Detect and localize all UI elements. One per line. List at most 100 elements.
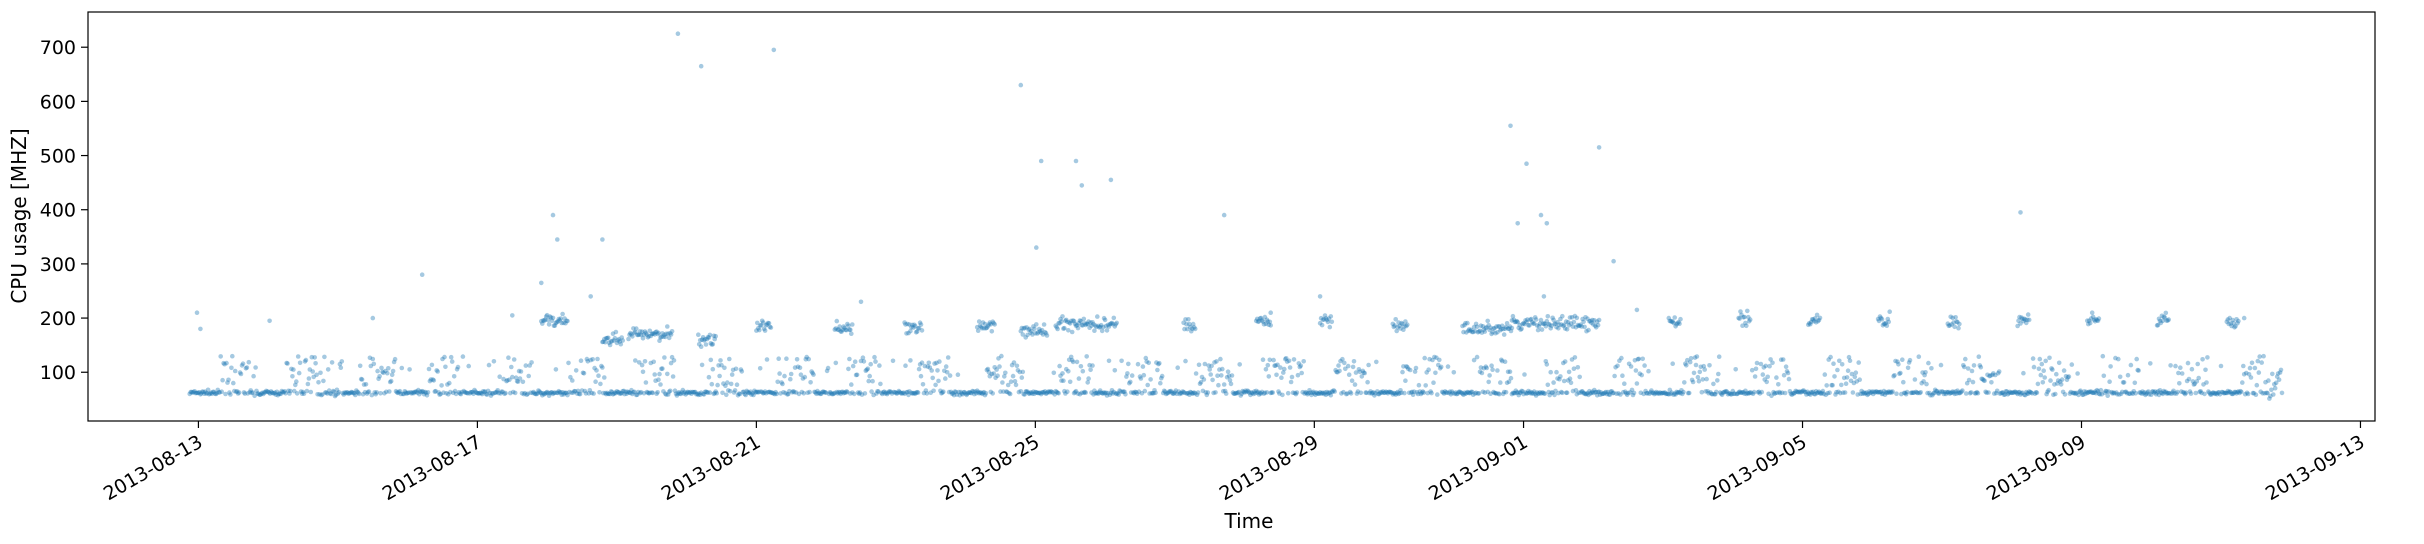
data-point	[1087, 362, 1092, 368]
data-point	[1595, 389, 1601, 395]
data-point	[1021, 391, 1026, 397]
data-point	[1348, 391, 1354, 396]
data-point	[945, 355, 951, 360]
data-point	[475, 390, 480, 396]
data-point-elevated	[1551, 317, 1556, 323]
data-point	[1740, 390, 1745, 395]
data-point	[623, 389, 628, 395]
data-point-elevated	[1070, 318, 1076, 323]
data-point	[1986, 390, 1991, 395]
data-point-elevated	[1062, 325, 1067, 331]
data-point-elevated	[2022, 316, 2027, 322]
data-point	[696, 392, 701, 398]
data-point	[454, 367, 460, 372]
data-point	[1436, 362, 1441, 368]
data-point	[242, 391, 248, 396]
data-point	[2279, 390, 2285, 396]
data-point	[1969, 368, 1975, 374]
data-point-elevated	[2019, 315, 2024, 320]
data-point-elevated	[541, 318, 547, 324]
data-point	[1147, 391, 1152, 396]
data-point	[785, 392, 790, 397]
data-point-elevated	[1812, 316, 1818, 321]
data-point	[359, 377, 365, 382]
data-point	[1893, 358, 1898, 364]
data-point-elevated	[1523, 318, 1528, 323]
data-point	[942, 368, 947, 374]
data-point	[770, 390, 776, 396]
data-point-elevated	[645, 335, 651, 340]
data-point	[1750, 391, 1756, 397]
data-point	[1805, 389, 1810, 395]
data-point	[1029, 390, 1034, 395]
data-point	[296, 370, 302, 376]
data-point	[1432, 354, 1437, 360]
data-point-elevated	[1742, 314, 1747, 320]
data-point	[2034, 390, 2040, 396]
data-point	[752, 388, 757, 394]
data-point	[1625, 390, 1631, 396]
data-point	[1190, 390, 1196, 396]
data-point	[799, 389, 805, 395]
data-point	[2150, 389, 2156, 394]
data-point	[2202, 391, 2207, 397]
data-point	[258, 392, 263, 398]
data-point	[263, 388, 269, 394]
data-point	[1059, 378, 1064, 383]
data-point-elevated	[632, 330, 637, 336]
data-point	[1229, 373, 1235, 378]
data-point	[496, 390, 502, 396]
data-point	[2086, 390, 2091, 395]
data-point-elevated	[1668, 318, 1674, 324]
data-point	[414, 389, 419, 394]
data-point	[387, 379, 393, 385]
data-point	[1934, 389, 1940, 394]
data-point	[1407, 367, 1413, 373]
data-point	[827, 390, 833, 395]
data-point	[1647, 391, 1652, 397]
data-point	[291, 367, 296, 372]
data-point-elevated	[558, 316, 563, 321]
data-point-elevated	[663, 334, 668, 340]
data-point-elevated	[1545, 314, 1551, 319]
data-point-elevated	[697, 338, 703, 343]
data-point-elevated	[1029, 328, 1034, 334]
data-point	[2108, 364, 2113, 369]
data-point	[1970, 379, 1976, 385]
data-point	[555, 390, 561, 396]
data-point	[1983, 389, 1988, 395]
data-point	[1387, 389, 1393, 395]
data-point	[257, 392, 262, 398]
data-point	[1193, 371, 1199, 376]
data-point	[1691, 370, 1697, 376]
data-point	[1825, 390, 1830, 396]
data-point-elevated	[757, 323, 763, 328]
data-point	[668, 360, 674, 366]
data-point	[1613, 365, 1618, 370]
data-point	[1725, 392, 1731, 397]
data-point	[1855, 392, 1860, 397]
data-point-elevated	[918, 322, 924, 327]
data-point	[308, 389, 314, 395]
data-point	[694, 391, 699, 397]
data-point	[504, 378, 509, 384]
data-point-elevated	[1514, 318, 1520, 324]
data-point	[1378, 389, 1384, 395]
data-point	[2086, 389, 2092, 395]
data-point	[948, 389, 954, 395]
data-point	[1835, 367, 1840, 373]
data-point	[1371, 390, 1376, 395]
data-point	[1800, 388, 1805, 394]
data-point	[2026, 389, 2032, 394]
data-point	[1806, 391, 1811, 397]
data-point	[727, 388, 733, 394]
data-point	[850, 390, 855, 395]
data-point	[1499, 357, 1504, 363]
data-point	[1525, 390, 1530, 396]
data-point	[1521, 391, 1526, 397]
data-point	[250, 390, 255, 395]
data-point	[1784, 369, 1790, 374]
data-point	[1462, 390, 1467, 396]
data-point	[721, 381, 726, 386]
data-point	[224, 360, 229, 366]
